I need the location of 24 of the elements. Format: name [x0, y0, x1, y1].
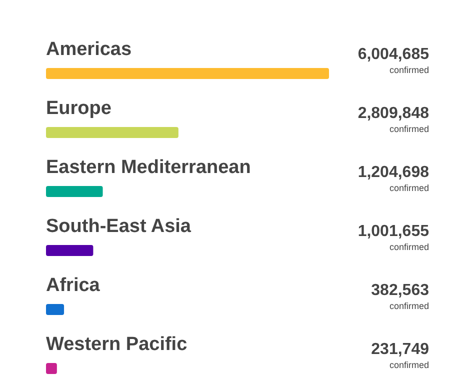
- text: confirmed: [389, 242, 429, 252]
- bar: [46, 304, 64, 315]
- y-tick-label: South-East Asia: [46, 216, 192, 237]
- data-label: 1,001,655: [358, 223, 430, 240]
- text: confirmed: [389, 65, 429, 75]
- y-tick-label: Europe: [46, 98, 112, 119]
- y-tick-label: Western Pacific: [46, 334, 188, 355]
- text: confirmed: [389, 183, 429, 193]
- y-tick-label: Eastern Mediterranean: [46, 157, 251, 178]
- data-label: 1,204,698: [358, 164, 430, 181]
- text: confirmed: [389, 124, 429, 134]
- text: confirmed: [389, 301, 429, 311]
- data-label: 231,749: [371, 341, 430, 358]
- y-tick-label: Africa: [46, 275, 100, 296]
- data-label: 382,563: [371, 282, 430, 299]
- y-tick-label: Americas: [46, 39, 132, 60]
- bar: [46, 186, 103, 197]
- data-label: 2,809,848: [358, 105, 430, 122]
- bar: [46, 68, 329, 79]
- bar: [46, 127, 178, 138]
- text: confirmed: [389, 360, 429, 370]
- bar: [46, 363, 57, 374]
- data-label: 6,004,685: [358, 46, 430, 63]
- bar: [46, 245, 94, 256]
